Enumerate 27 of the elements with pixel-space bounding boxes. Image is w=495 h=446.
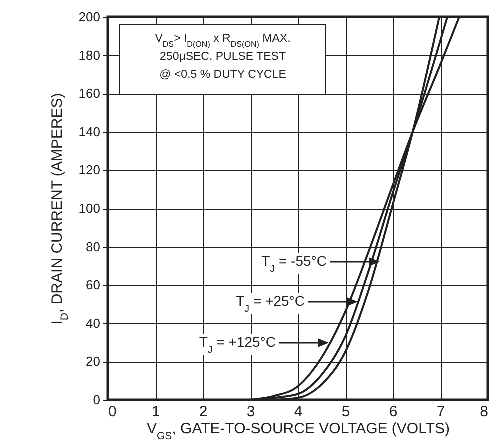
- y-tick-label: 100: [78, 201, 100, 216]
- x-tick-label: 0: [108, 404, 117, 420]
- y-tick-label: 160: [78, 86, 100, 102]
- y-tick-label: 180: [78, 48, 100, 63]
- x-tick-label: 2: [199, 404, 208, 420]
- x-tick-label: 6: [389, 404, 398, 420]
- x-axis-title: V$_{GS}$, GATE-TO-SOURCE VOLTAGE (VOLTS): [147, 420, 450, 442]
- y-tick-label: 0: [93, 392, 100, 408]
- annotation: T$_{J}$ = +25°C: [236, 293, 305, 314]
- x-tick-label: 7: [436, 404, 446, 420]
- y-tick-label: 20: [86, 354, 100, 370]
- annotation: @ <0.5 % DUTY CYCLE: [160, 69, 287, 81]
- x-tick-label: 4: [294, 404, 303, 420]
- x-tick-label: 8: [480, 404, 488, 420]
- annotation: T$_{J}$ = -55°C: [262, 253, 327, 274]
- y-tick-label: 60: [86, 278, 100, 293]
- annotation: 250μSEC. PULSE TEST: [160, 51, 286, 63]
- annotation: V$_{DS}$> I$_{D(ON)}$ x R$_{DS(ON)}$ MAX.: [155, 33, 291, 48]
- x-tick-label: 1: [152, 404, 160, 420]
- y-tick-label: 140: [78, 124, 100, 140]
- x-tick-label: 3: [246, 404, 256, 420]
- y-tick-label: 80: [86, 239, 100, 254]
- annotation: T$_{J}$ = +125°C: [199, 334, 276, 356]
- y-tick-label: 120: [78, 162, 100, 178]
- y-tick-label: 200: [78, 10, 100, 24]
- x-tick-label: 5: [342, 404, 350, 420]
- y-tick-label: 40: [86, 316, 100, 331]
